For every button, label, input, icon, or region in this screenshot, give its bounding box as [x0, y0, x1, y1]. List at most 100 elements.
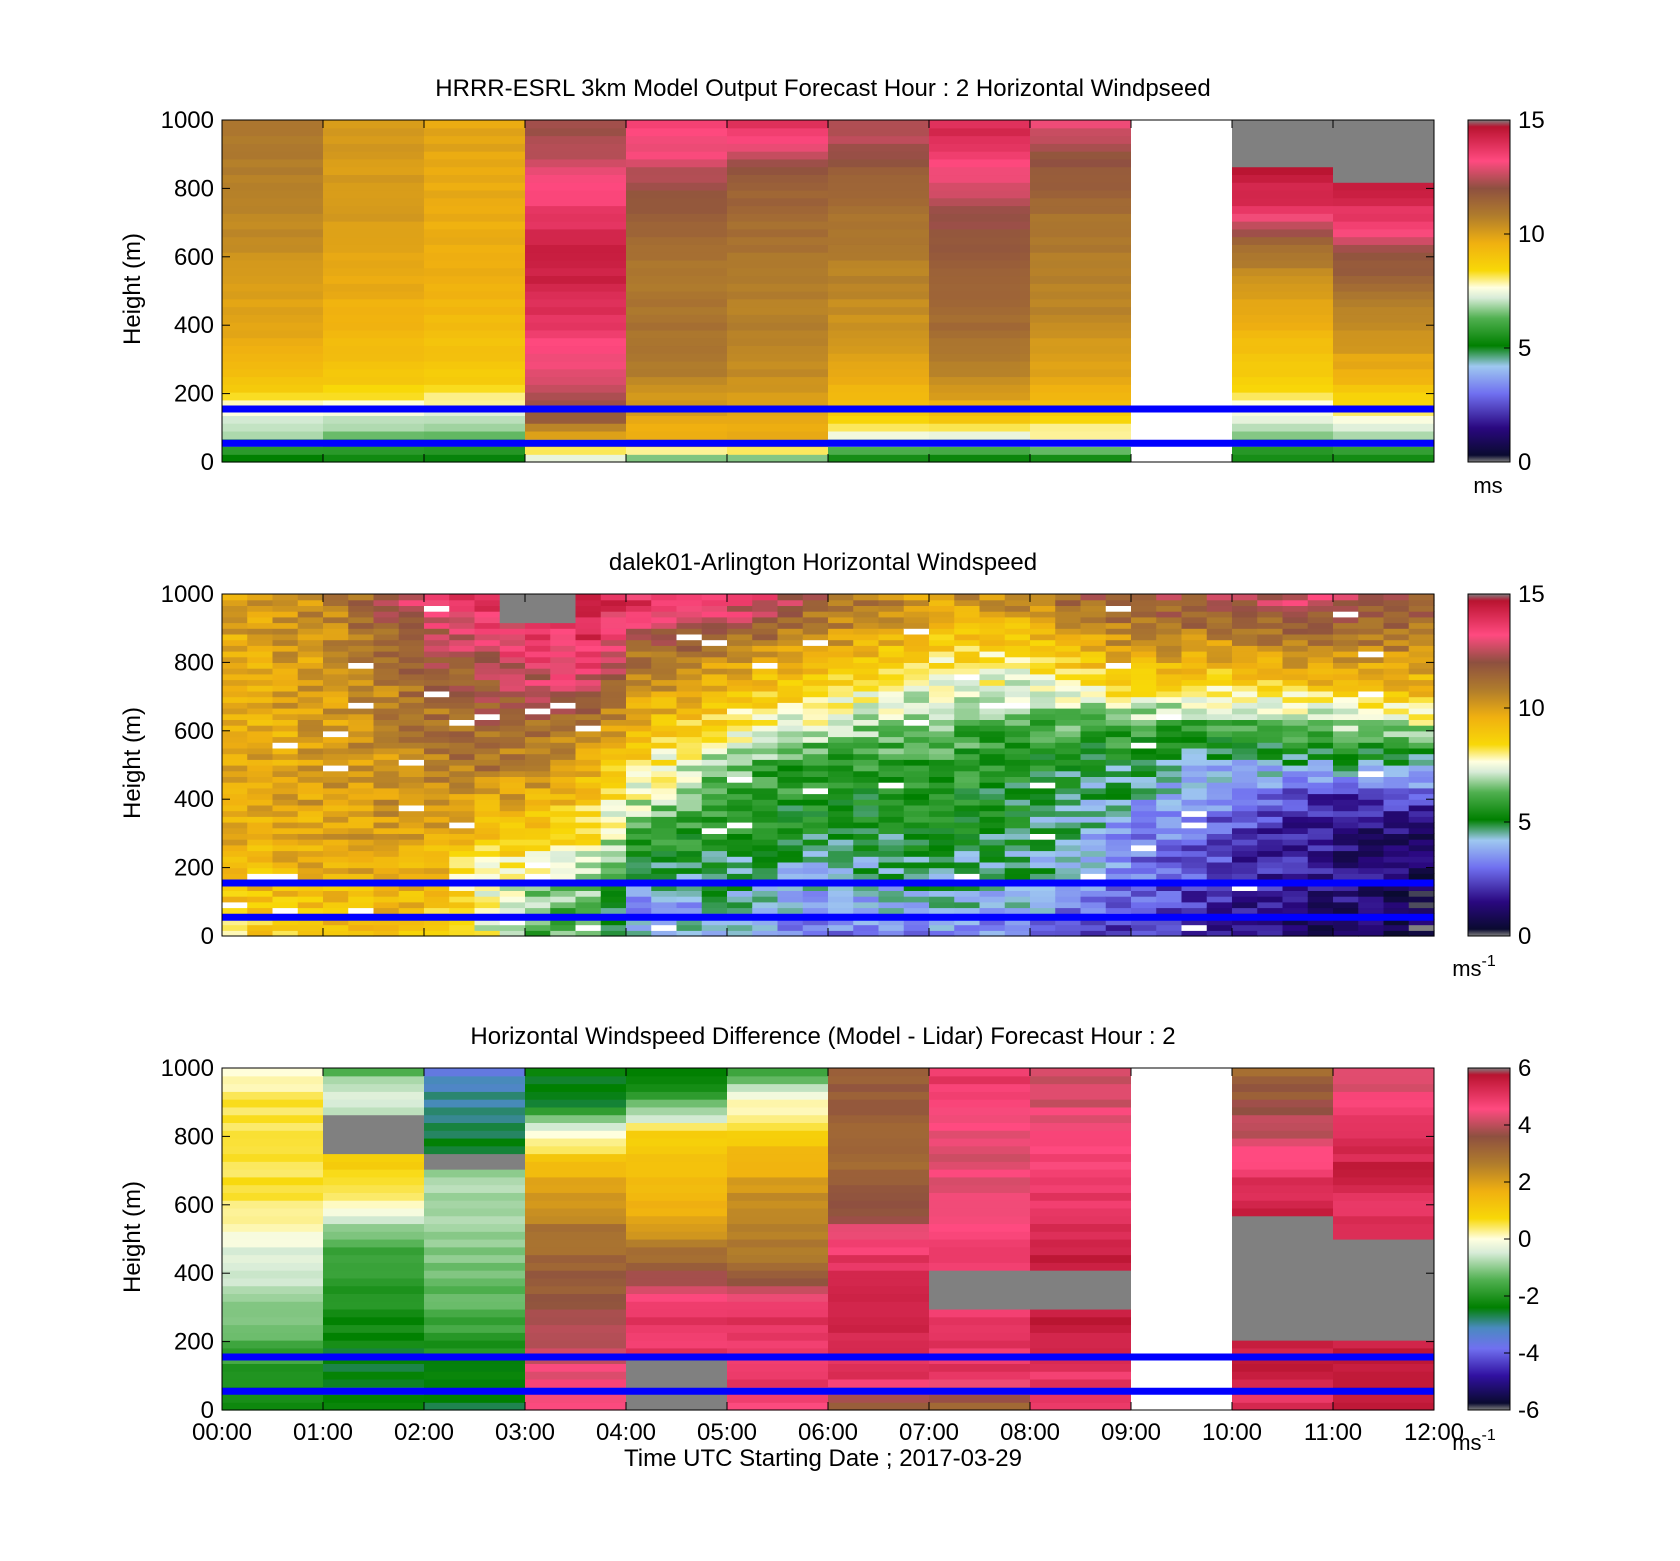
heatmap-cell [525, 696, 551, 703]
heatmap-cell [853, 719, 880, 726]
heatmap-cell [1206, 656, 1233, 663]
heatmap-cell [525, 668, 551, 675]
heatmap-cell [828, 1153, 929, 1162]
heatmap-cell [1358, 679, 1385, 686]
heatmap-cell [1358, 844, 1385, 852]
heatmap-cell [449, 599, 476, 606]
heatmap-cell [727, 1316, 828, 1326]
heatmap-cell [1282, 844, 1309, 852]
heatmap-cell [929, 639, 955, 646]
heatmap-cell [626, 1270, 727, 1279]
heatmap-cell [752, 867, 779, 874]
heatmap-cell [929, 376, 1030, 385]
heatmap-cell [449, 884, 476, 891]
heatmap-cell [1232, 275, 1333, 284]
heatmap-cell [1232, 376, 1333, 385]
heatmap-cell [575, 742, 602, 749]
heatmap-cell [600, 753, 627, 760]
heatmap-cell [1408, 810, 1435, 817]
heatmap-cell [424, 1324, 525, 1333]
heatmap-cell [954, 827, 981, 834]
heatmap-cell [954, 599, 981, 606]
heatmap-cell [651, 719, 678, 726]
heatmap-cell [1333, 1246, 1434, 1256]
heatmap-cell [1232, 782, 1258, 789]
heatmap-cell [525, 182, 626, 191]
heatmap-cell [222, 668, 248, 675]
heatmap-cell [272, 645, 299, 652]
heatmap-cell [676, 662, 703, 669]
colorbar-tick-label: 2 [1518, 1169, 1531, 1196]
heatmap-cell [424, 839, 450, 846]
heatmap-cell [1232, 668, 1258, 675]
heatmap-cell [828, 804, 854, 812]
heatmap-cell [727, 1161, 828, 1170]
heatmap-cell [1181, 884, 1208, 891]
heatmap-cell [828, 873, 854, 880]
heatmap-cell [777, 804, 804, 812]
heatmap-cell [979, 708, 1006, 715]
heatmap-cell [828, 1402, 929, 1411]
difference-panel: Horizontal Windspeed Difference (Model -… [119, 1023, 1539, 1455]
heatmap-cell [1307, 656, 1334, 663]
heatmap-cell [651, 884, 678, 891]
heatmap-cell [474, 782, 501, 789]
heatmap-cell [222, 135, 323, 144]
heatmap-cell [525, 1068, 626, 1077]
heatmap-cell [777, 719, 804, 726]
heatmap-cell [222, 1083, 323, 1092]
heatmap-cell [247, 662, 274, 669]
heatmap-cell [550, 873, 577, 880]
heatmap-cell [1257, 884, 1284, 891]
heatmap-cell [575, 770, 602, 777]
heatmap-cell [929, 645, 955, 652]
heatmap-cell [222, 392, 323, 401]
heatmap-cell [550, 708, 577, 715]
heatmap-cell [1206, 753, 1233, 760]
heatmap-cell [550, 616, 577, 624]
heatmap-cell [929, 454, 1030, 463]
colorbar-tick-label: 15 [1518, 581, 1545, 608]
heatmap-cell [1232, 1332, 1333, 1341]
heatmap-cell [727, 833, 753, 840]
heatmap-cell [727, 662, 753, 669]
heatmap-cell [323, 213, 424, 222]
heatmap-cell [1156, 776, 1183, 783]
heatmap-cell [424, 1068, 525, 1077]
heatmap-cell [247, 867, 274, 874]
heatmap-cell [701, 742, 728, 749]
heatmap-cell [1408, 776, 1435, 783]
model-windspeed-panel: HRRR-ESRL 3km Model Output Forecast Hour… [119, 75, 1545, 498]
heatmap-cell [1181, 810, 1208, 817]
heatmap-cell [1232, 799, 1258, 806]
heatmap-cell [701, 804, 728, 812]
heatmap-cell [1004, 594, 1031, 601]
heatmap-cell [1131, 594, 1157, 601]
heatmap-cell [777, 816, 804, 823]
heatmap-cell [424, 844, 450, 852]
heatmap-cell [828, 930, 854, 937]
heatmap-cell [1055, 611, 1082, 618]
heatmap-cell [853, 827, 880, 834]
heatmap-cell [1080, 719, 1107, 726]
heatmap-cell [525, 151, 626, 160]
heatmap-cell [626, 127, 727, 137]
heatmap-cell [1030, 793, 1056, 800]
heatmap-cell [323, 804, 349, 812]
heatmap-cell [676, 736, 703, 743]
heatmap-cell [1004, 799, 1031, 806]
heatmap-cell [828, 1099, 929, 1108]
heatmap-cell [222, 816, 248, 823]
heatmap-cell [1333, 376, 1434, 385]
heatmap-cell [575, 725, 602, 732]
heatmap-cell [449, 702, 476, 709]
heatmap-cell [1282, 639, 1309, 646]
heatmap-cell [424, 384, 525, 393]
heatmap-cell [222, 747, 248, 755]
heatmap-cell [398, 856, 425, 863]
heatmap-cell [474, 833, 501, 840]
heatmap-cell [424, 822, 450, 829]
heatmap-cell [323, 1106, 424, 1116]
heatmap-cell [474, 930, 501, 937]
heatmap-cell [474, 594, 501, 601]
